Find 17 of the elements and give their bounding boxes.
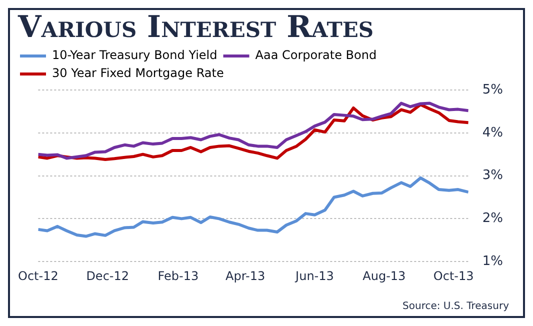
x-tick-label: Oct-13 <box>433 268 474 283</box>
source-note: Source: U.S. Treasury <box>402 301 509 312</box>
x-tick-label: Apr-13 <box>226 268 266 283</box>
x-tick-label: Dec-12 <box>86 268 130 283</box>
x-tick-label: Feb-13 <box>158 268 199 283</box>
legend-label: 30 Year Fixed Mortgage Rate <box>52 66 224 80</box>
chart-title: Various Interest Rates <box>16 10 374 45</box>
legend-label: Aaa Corporate Bond <box>255 48 377 62</box>
y-tick-label: 1% <box>482 254 503 269</box>
y-tick-label: 4% <box>482 125 503 140</box>
x-tick-label: Oct-12 <box>18 268 58 283</box>
y-tick-label: 5% <box>482 82 503 98</box>
y-tick-label: 2% <box>482 211 503 226</box>
x-tick-label: Aug-13 <box>362 268 406 283</box>
y-tick-label: 3% <box>482 168 503 184</box>
legend-label: 10-Year Treasury Bond Yield <box>52 48 218 62</box>
x-tick-label: Jun-13 <box>294 268 334 283</box>
